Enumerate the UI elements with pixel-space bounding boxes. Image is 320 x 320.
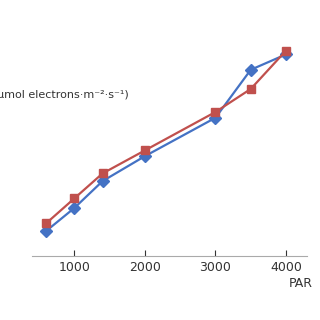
Text: μmol electrons·m⁻²·s⁻¹): μmol electrons·m⁻²·s⁻¹): [0, 90, 129, 100]
X-axis label: PAR: PAR: [289, 276, 313, 290]
